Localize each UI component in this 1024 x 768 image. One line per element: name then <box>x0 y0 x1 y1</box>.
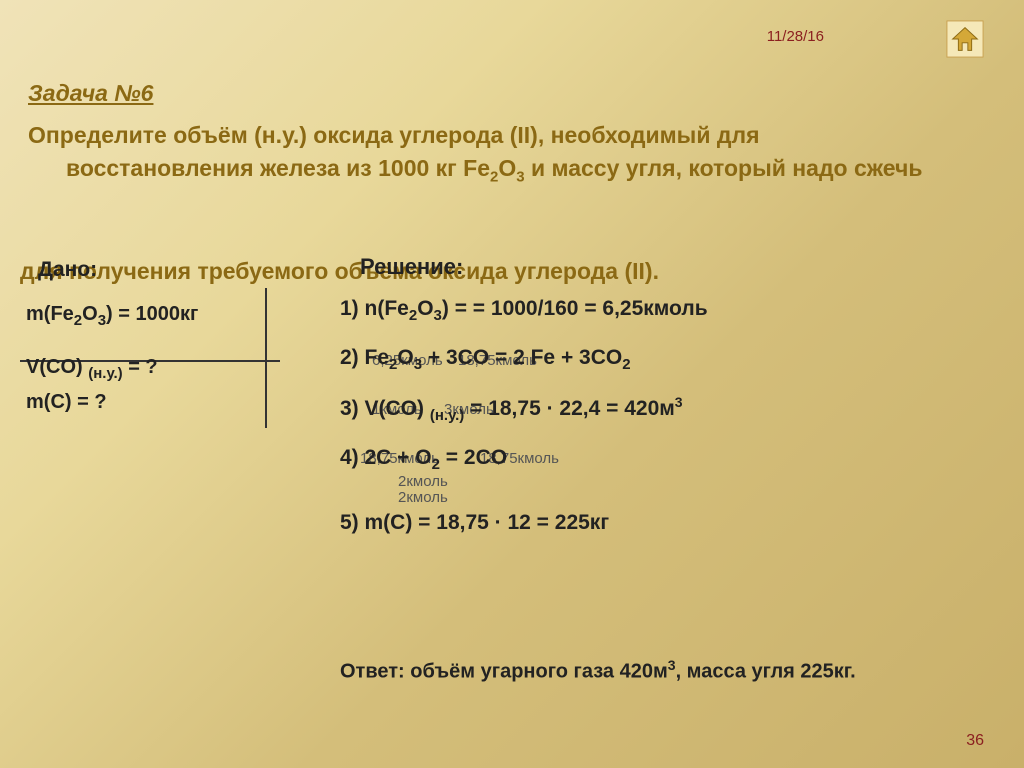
solution-label: Решение: <box>360 254 463 280</box>
answer-text: Ответ: объём угарного газа 420м3, масса … <box>340 656 856 686</box>
given-vco-post: = ? <box>123 356 158 378</box>
slide-content: Задача №6 Определите объём (н.у.) оксида… <box>28 80 996 189</box>
step5: 5) m(C) = 18,75 · 12 = 225кг <box>340 511 609 534</box>
page-number: 36 <box>966 732 984 750</box>
problem-line2-pre: восстановления железа из 1000 кг Fe <box>66 155 490 181</box>
problem-line1: Определите объём (н.у.) оксида углерода … <box>28 122 760 148</box>
step4-pre: 4) 2C + O <box>340 446 432 469</box>
given-mass-post: ) = 1000кг <box>106 303 198 325</box>
step2-mid: + 3CO = 2 Fe + 3CO <box>422 346 622 369</box>
annot-4b: 2кмоль <box>398 487 448 509</box>
home-icon[interactable] <box>946 20 984 58</box>
slide-date: 11/28/16 <box>767 28 824 45</box>
given-mc: m(C) = ? <box>26 391 107 413</box>
problem-line2-post: и массу угля, который надо сжечь <box>525 155 923 181</box>
task-title: Задача №6 <box>28 80 996 107</box>
step1-pre: 1) n(Fe <box>340 297 409 320</box>
problem-statement: Определите объём (н.у.) оксида углерода … <box>28 119 996 189</box>
given-vco-pre: V(CO) <box>26 356 88 378</box>
step2-pre: 2) Fe <box>340 346 389 369</box>
step4-post: = 2CO <box>440 446 507 469</box>
given-vco-sub: (н.у.) <box>88 365 122 382</box>
step3-sub: (н.у.) <box>430 407 464 424</box>
given-mass-pre: m(Fe <box>26 303 74 325</box>
given-label: Дано: <box>38 258 97 282</box>
step3-post: = 18,75 · 22,4 = 420м <box>464 397 675 420</box>
step3-pre: 3) V(CO) <box>340 397 430 420</box>
answer-pre: Ответ: объём угарного газа 420м <box>340 661 668 683</box>
solution-steps: 1) n(Fe2O3) = = 1000/160 = 6,25кмоль 6,2… <box>340 294 960 540</box>
answer-post: , масса угля 225кг. <box>676 661 856 683</box>
step1-post: ) = = 1000/160 = 6,25кмоль <box>442 297 708 320</box>
problem-line3: для получения требуемого объёма оксида у… <box>20 258 659 285</box>
given-values: m(Fe2O3) = 1000кг V(CO) (н.у.) = ? m(C) … <box>26 298 276 418</box>
